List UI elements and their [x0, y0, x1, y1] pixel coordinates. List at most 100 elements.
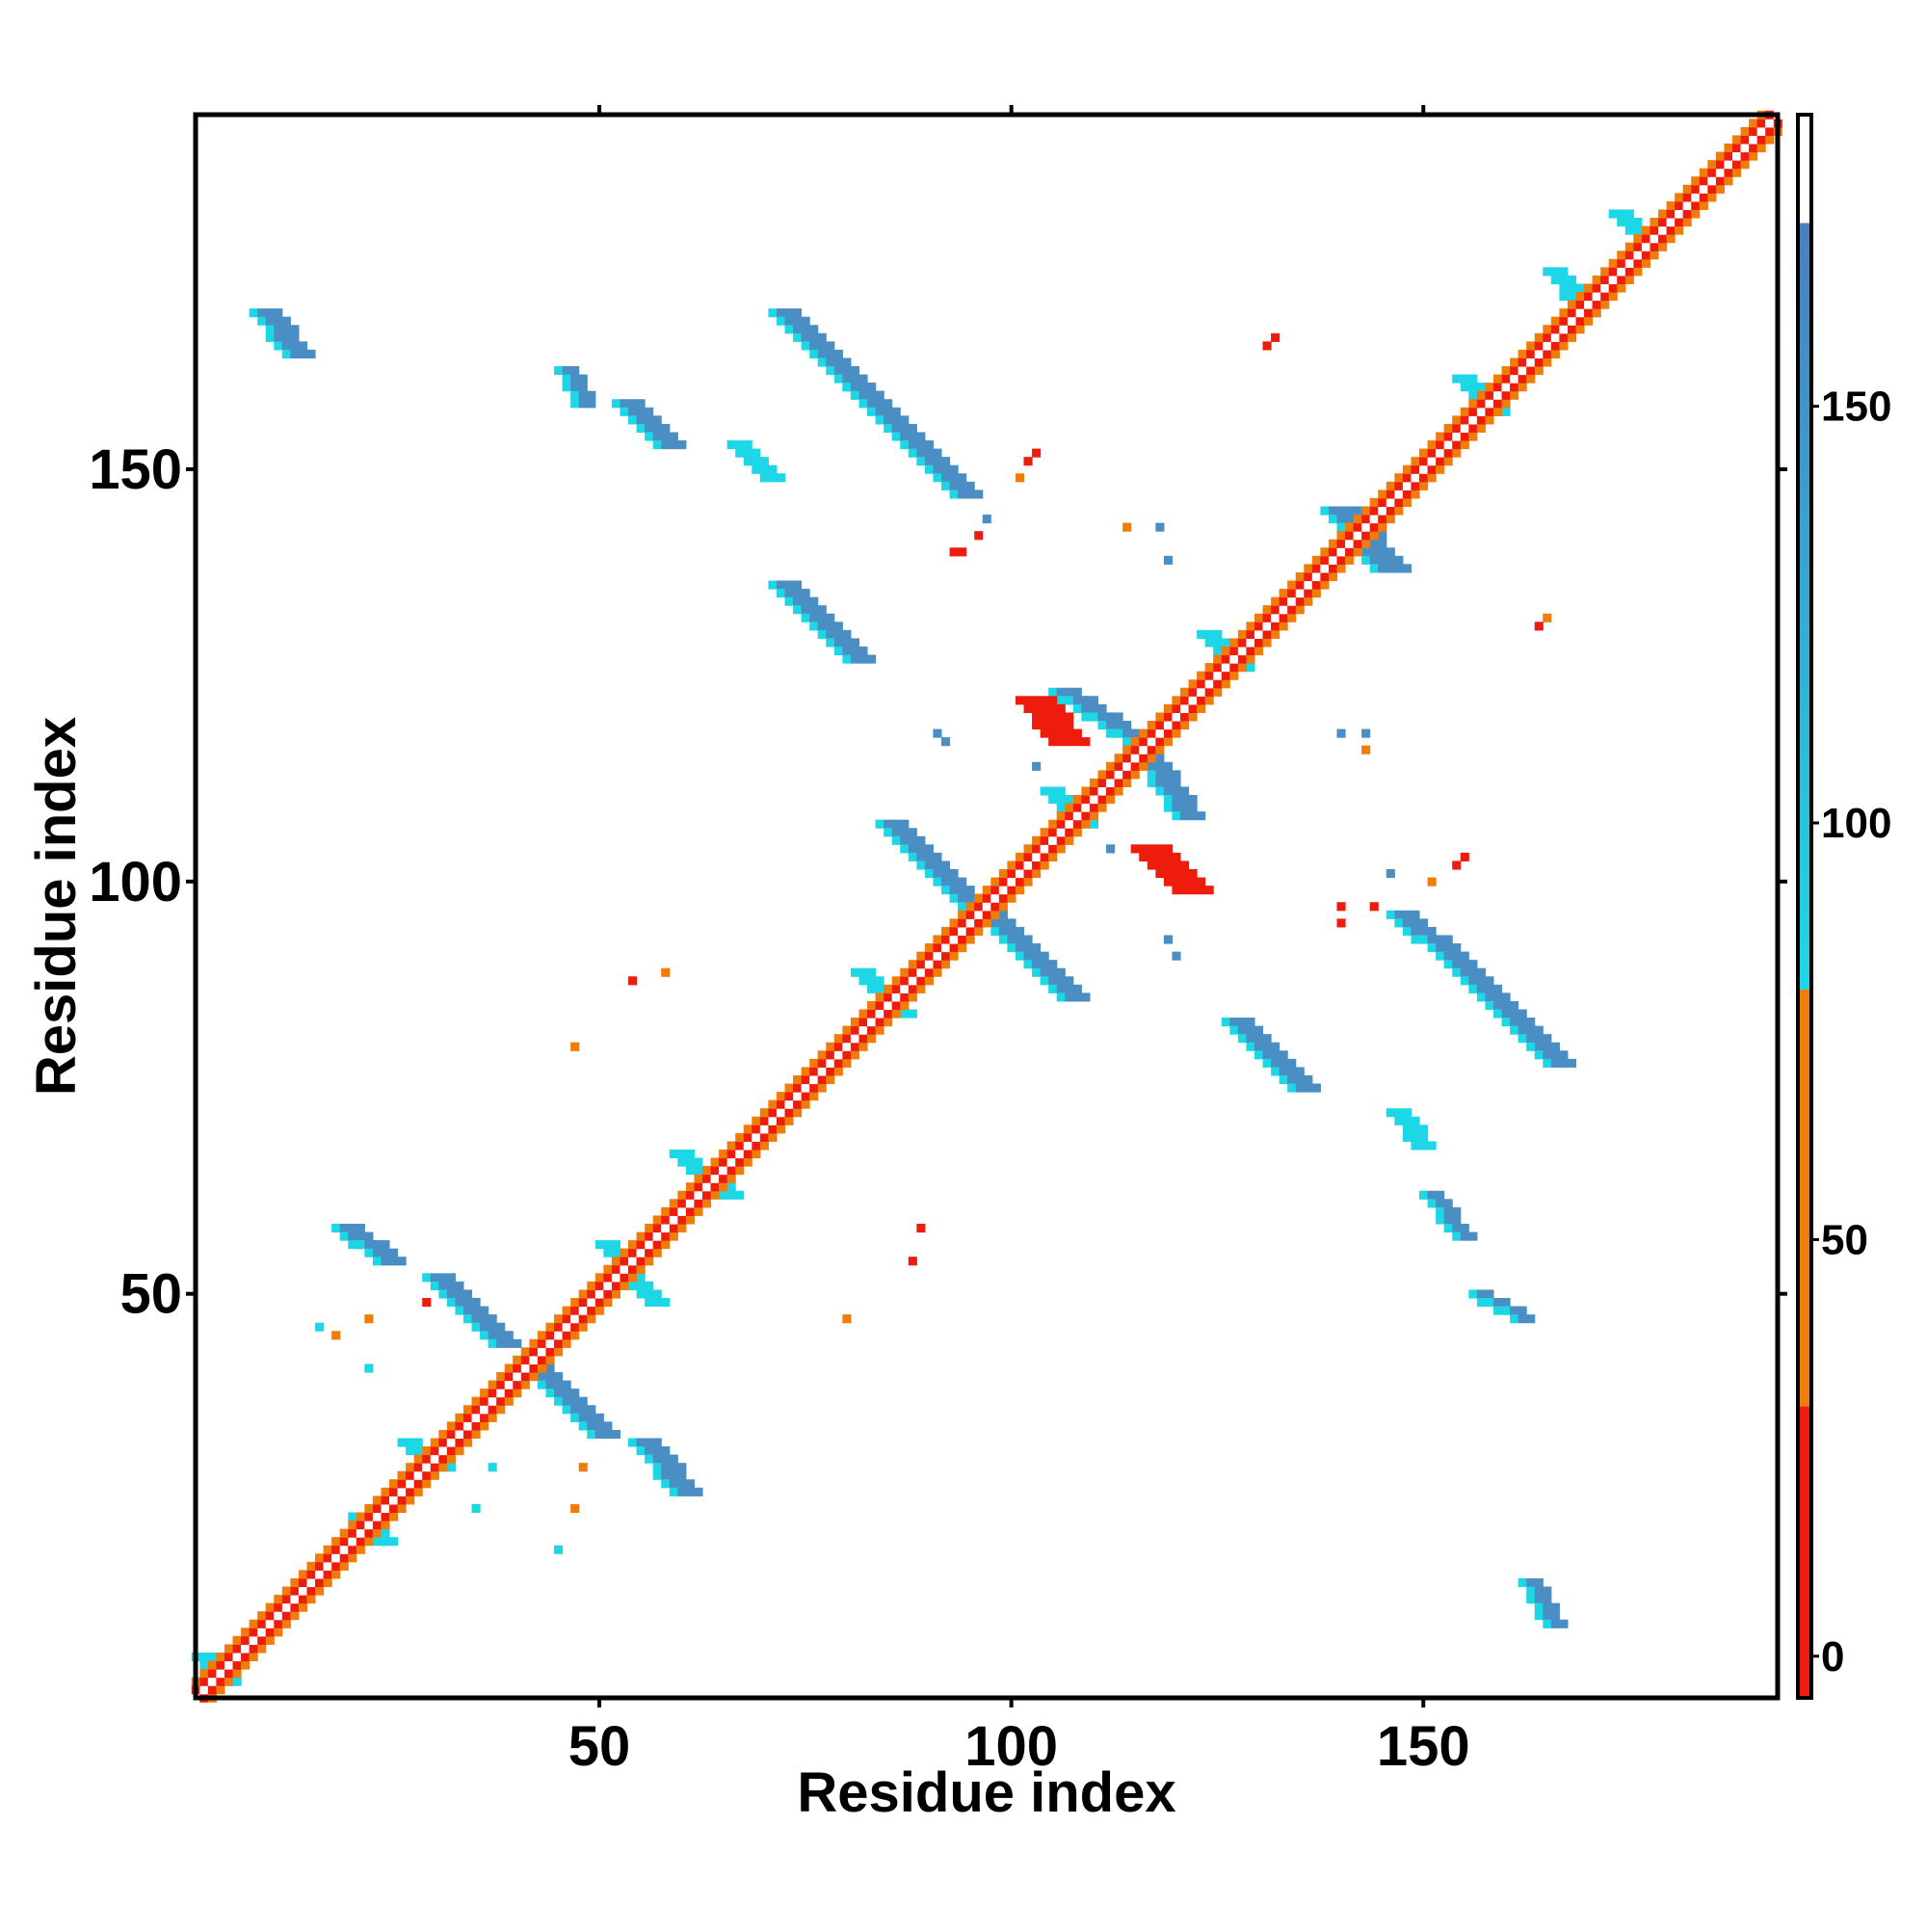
diagonal-cell: [422, 1446, 432, 1456]
diagonal-cell: [422, 1470, 432, 1480]
diagonal-cell: [1328, 547, 1338, 557]
diagonal-cell: [1262, 605, 1272, 615]
contact-cell: [1386, 1108, 1395, 1118]
diagonal-cell: [480, 1405, 489, 1415]
diagonal-cell: [1056, 844, 1066, 854]
diagonal-cell: [1682, 193, 1692, 202]
contact-cell: [1163, 786, 1173, 796]
diagonal-cell: [1699, 200, 1708, 210]
diagonal-cell: [1411, 464, 1420, 474]
diagonal-cell: [306, 1570, 316, 1579]
diagonal-cell: [1731, 143, 1742, 153]
contact-cell: [1518, 1306, 1527, 1315]
contact-cell: [1550, 1050, 1560, 1060]
diagonal-cell: [216, 1677, 225, 1686]
diagonal-cell: [364, 1503, 374, 1514]
diagonal-cell: [1682, 200, 1692, 210]
contact-cell: [1394, 564, 1404, 573]
diagonal-cell: [990, 910, 1000, 919]
contact-cell: [1056, 967, 1066, 977]
contact-cell: [438, 1273, 448, 1283]
contact-cell: [743, 440, 752, 450]
diagonal-cell: [529, 1355, 539, 1364]
diagonal-cell: [290, 1602, 300, 1612]
diagonal-cell: [1510, 390, 1519, 400]
diagonal-cell: [1650, 251, 1659, 260]
diagonal-cell: [1089, 811, 1099, 821]
diagonal-cell: [1163, 720, 1173, 730]
diagonal-cell: [1550, 325, 1560, 334]
contact-cell: [594, 1429, 604, 1440]
contact-cell: [1155, 860, 1165, 870]
diagonal-cell: [1501, 383, 1511, 392]
diagonal-cell: [1172, 712, 1181, 722]
diagonal-cell: [974, 902, 984, 912]
diagonal-cell: [1106, 761, 1116, 771]
diagonal-cell: [1262, 629, 1272, 639]
contact-cell: [1122, 728, 1132, 738]
diagonal-cell: [974, 893, 984, 903]
diagonal-cell: [232, 1652, 242, 1662]
contact-cell: [1139, 844, 1148, 854]
contact-cell: [603, 1421, 613, 1431]
diagonal-cell: [281, 1602, 291, 1612]
diagonal-cell: [1172, 703, 1181, 713]
diagonal-cell: [924, 951, 934, 961]
contact-cell: [908, 1009, 917, 1019]
contact-cell: [1015, 943, 1025, 953]
diagonal-cell: [1476, 415, 1486, 425]
contact-cell: [842, 366, 852, 376]
diagonal-cell: [1361, 506, 1371, 516]
contact-cell: [817, 605, 827, 615]
diagonal-cell: [1246, 622, 1255, 631]
diagonal-cell: [1452, 440, 1462, 450]
diagonal-cell: [1624, 242, 1634, 251]
contact-cell: [1114, 728, 1123, 738]
contact-cell: [1624, 217, 1634, 227]
contact-cell: [1056, 976, 1066, 986]
diagonal-cell: [1600, 300, 1610, 309]
contact-cell: [1559, 1619, 1569, 1628]
contact-cell: [381, 1528, 390, 1538]
contact-cell: [1485, 1289, 1494, 1299]
contact-cell: [669, 432, 678, 441]
contact-cell: [628, 415, 638, 425]
diagonal-cell: [1394, 490, 1404, 499]
diagonal-cell: [1543, 357, 1552, 367]
diagonal-cell: [694, 1190, 703, 1200]
diagonal-cell: [241, 1628, 251, 1637]
diagonal-cell: [982, 910, 991, 919]
diagonal-cell: [1147, 728, 1156, 738]
diagonal-cell: [207, 1669, 217, 1679]
contact-cell: [1262, 1042, 1272, 1051]
diagonal-cell: [570, 1297, 580, 1308]
diagonal-cell: [594, 1306, 604, 1315]
diagonal-cell: [842, 1034, 852, 1044]
diagonal-cell: [636, 1264, 646, 1274]
contact-cell: [1402, 1125, 1412, 1134]
diagonal-cell: [652, 1240, 662, 1250]
contact-cell: [372, 1240, 382, 1250]
contact-cell: [752, 457, 761, 466]
contact-cell: [685, 1487, 695, 1496]
contact-cell: [1427, 926, 1437, 937]
contact-cell: [1485, 992, 1494, 1002]
contact-cell: [1180, 803, 1190, 812]
diagonal-cell: [1089, 795, 1099, 805]
contact-cell: [900, 828, 910, 837]
diagonal-cell: [1279, 605, 1288, 615]
diagonal-cell: [726, 1149, 736, 1159]
diagonal-cell: [1633, 251, 1643, 260]
diagonal-cell: [924, 976, 934, 986]
diagonal-cell: [257, 1635, 267, 1645]
diagonal-cell: [1699, 193, 1708, 202]
contact-cell: [1543, 1586, 1552, 1596]
diagonal-cell: [603, 1297, 613, 1308]
diagonal-cell: [1353, 547, 1362, 557]
diagonal-cell: [1650, 225, 1659, 235]
contact-cell: [694, 1487, 703, 1496]
contact-cell: [661, 440, 671, 450]
diagonal-cell: [826, 1074, 835, 1085]
diagonal-cell: [331, 1545, 341, 1554]
contact-cell: [1147, 860, 1156, 870]
